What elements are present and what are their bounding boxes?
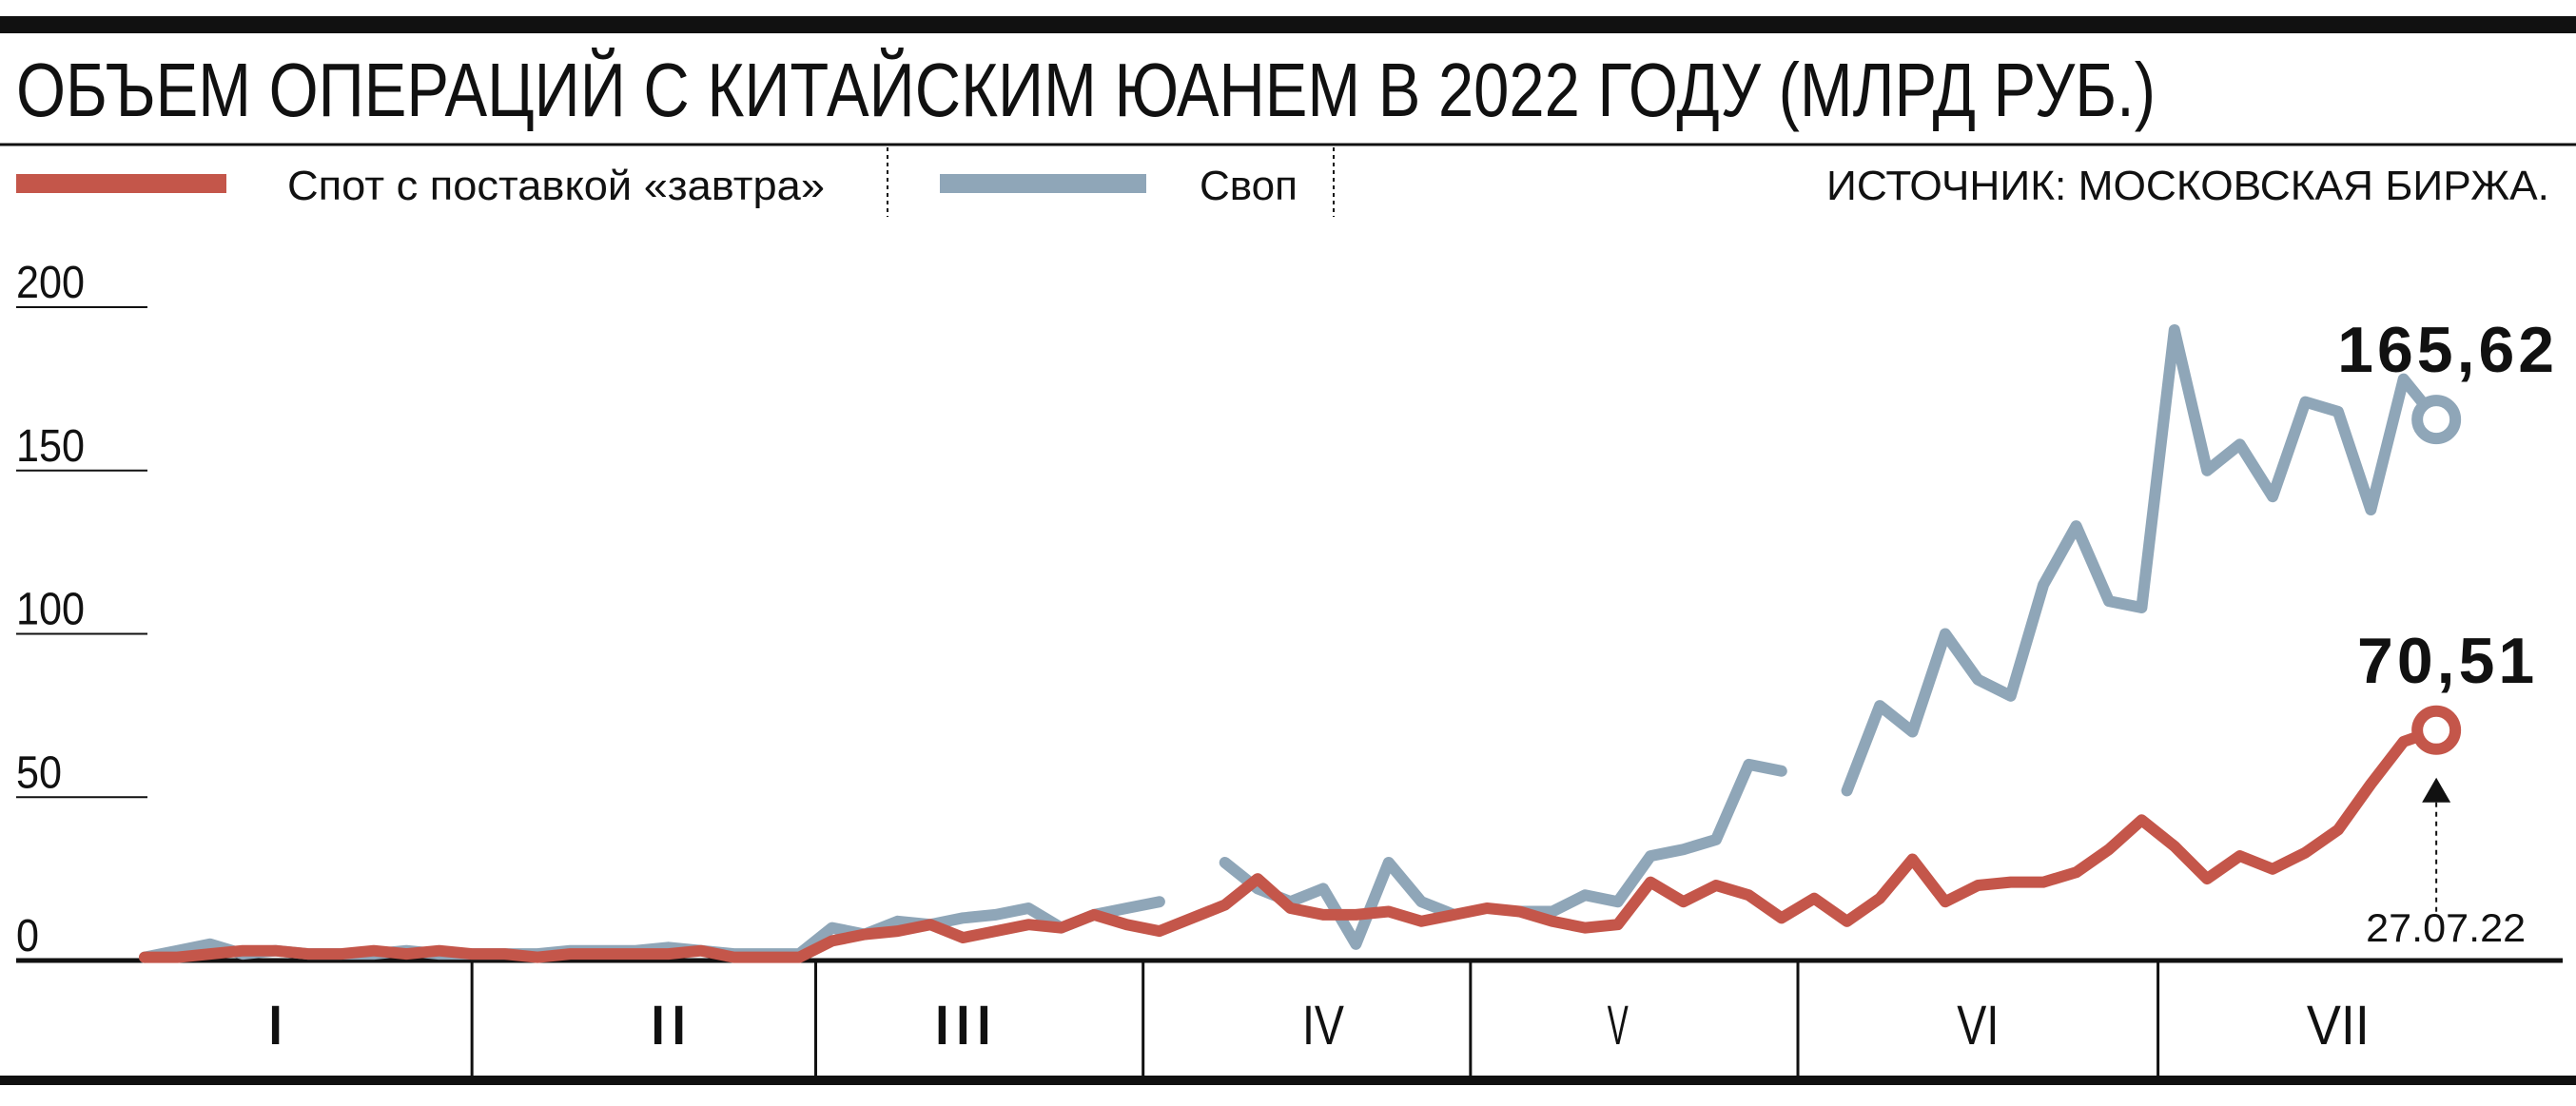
x-tick-label: I xyxy=(265,995,286,1057)
y-tick-label: 200 xyxy=(16,258,85,308)
chart-title: ОБЪЕМ ОПЕРАЦИЙ С КИТАЙСКИМ ЮАНЕМ В 2022 … xyxy=(16,47,2156,132)
y-tick-label: 0 xyxy=(16,911,39,961)
x-tick-label: IV xyxy=(1302,995,1344,1057)
legend-swatch xyxy=(16,174,226,193)
end-marker xyxy=(2411,395,2462,445)
x-tick-label: II xyxy=(648,995,690,1057)
y-tick-label: 100 xyxy=(16,585,85,635)
x-tick-label: III xyxy=(931,995,994,1057)
end-marker xyxy=(2411,705,2462,755)
value-label: 70,51 xyxy=(2357,625,2538,697)
value-label: 165,62 xyxy=(2337,314,2558,386)
annotation: 27.07.22 xyxy=(2366,905,2526,950)
source: ИСТОЧНИК: МОСКОВСКАЯ БИРЖА. xyxy=(1826,163,2549,209)
top-bar xyxy=(0,16,2576,33)
legend-label: Спот с поставкой «завтра» xyxy=(287,163,825,209)
bottom-bar xyxy=(0,1076,2576,1085)
y-tick-label: 150 xyxy=(16,421,85,472)
legend-label: Своп xyxy=(1200,163,1298,209)
legend-swatch xyxy=(940,174,1146,193)
x-tick-label: VI xyxy=(1957,995,1999,1057)
series-line xyxy=(139,724,2443,963)
annotation-arrow xyxy=(2422,777,2451,803)
x-tick-label: V xyxy=(1608,995,1629,1057)
x-tick-label: VII xyxy=(2307,995,2370,1057)
y-tick-label: 50 xyxy=(16,747,62,798)
